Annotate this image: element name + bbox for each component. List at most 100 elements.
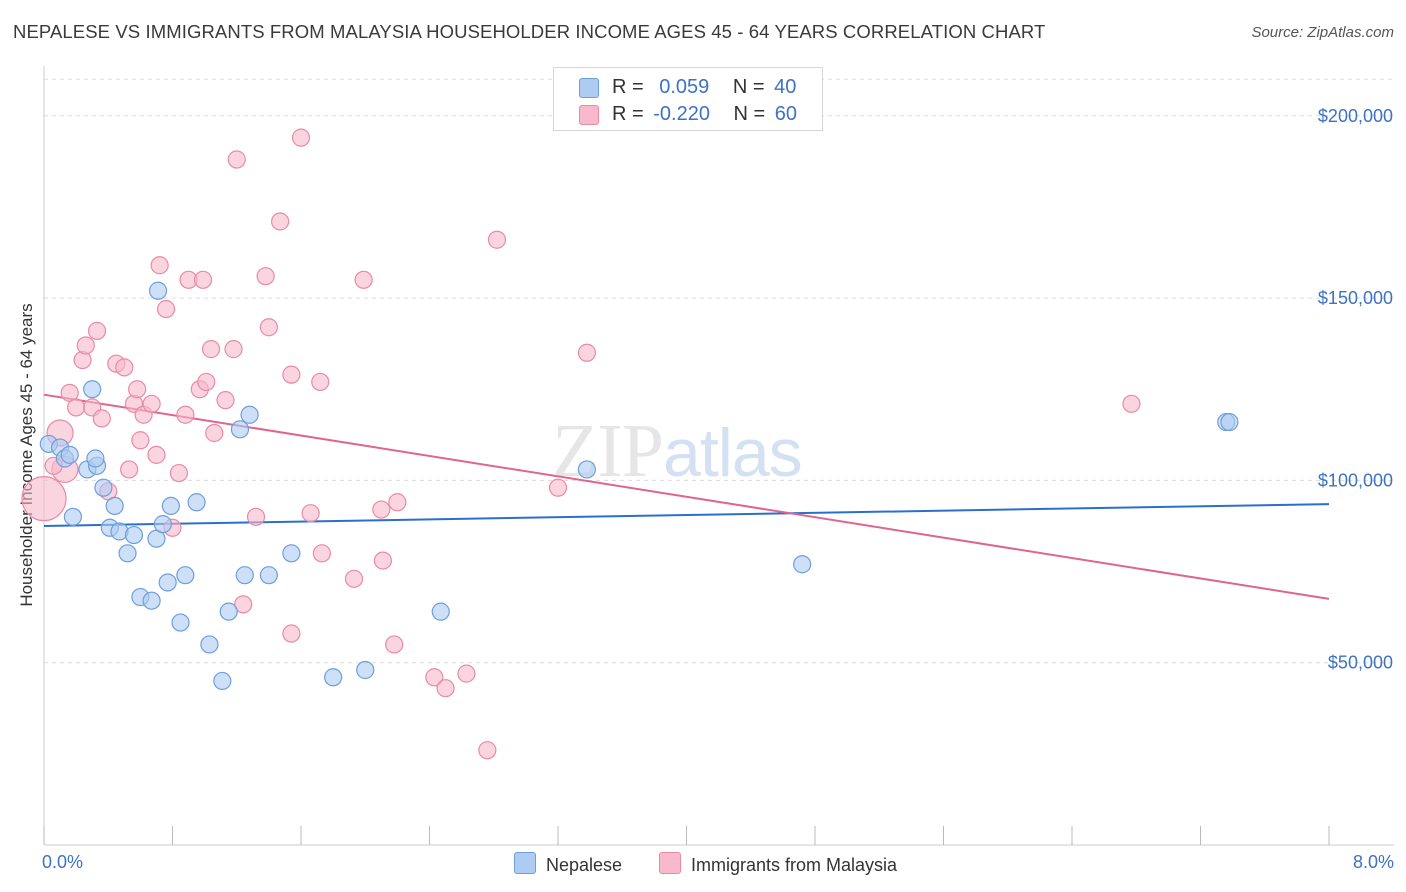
- data-point-nepalese: [213, 671, 232, 691]
- bottom-legend-nepalese: Nepalese: [514, 852, 622, 876]
- data-point-malaysia: [388, 493, 407, 512]
- data-point-malaysia: [21, 476, 67, 522]
- data-point-malaysia: [224, 340, 243, 359]
- data-point-nepalese: [282, 544, 301, 563]
- data-point-nepalese: [235, 566, 254, 585]
- data-point-malaysia: [436, 679, 455, 698]
- data-point-malaysia: [128, 380, 147, 399]
- data-point-nepalese: [153, 515, 172, 534]
- data-point-malaysia: [176, 405, 195, 424]
- legend-n-label: N =: [733, 103, 766, 125]
- data-point-nepalese: [356, 660, 375, 680]
- data-point-malaysia: [156, 299, 176, 319]
- data-point-nepalese: [94, 478, 113, 497]
- data-point-malaysia: [282, 624, 301, 643]
- data-point-nepalese: [63, 507, 83, 526]
- source-credit: Source: ZipAtlas.com: [1251, 24, 1394, 41]
- data-point-nepalese: [148, 281, 168, 300]
- data-point-malaysia: [354, 270, 373, 289]
- data-point-nepalese: [60, 445, 79, 464]
- data-point-malaysia: [120, 460, 139, 479]
- bottom-legend-label-nepalese: Nepalese: [546, 855, 623, 875]
- data-point-malaysia: [193, 270, 213, 289]
- data-point-nepalese: [83, 380, 102, 399]
- bottom-legend-swatch-malaysia: [659, 852, 681, 874]
- data-point-malaysia: [577, 343, 597, 362]
- data-point-malaysia: [142, 394, 161, 413]
- legend-r-value: 0.059: [659, 76, 710, 98]
- data-point-malaysia: [487, 230, 507, 249]
- data-point-malaysia: [372, 500, 391, 519]
- data-point-malaysia: [131, 431, 150, 450]
- data-point-nepalese: [158, 573, 177, 592]
- data-point-malaysia: [282, 365, 301, 384]
- data-point-malaysia: [457, 664, 476, 683]
- data-point-nepalese: [187, 493, 206, 512]
- data-point-malaysia: [478, 741, 497, 760]
- data-point-malaysia: [425, 668, 444, 687]
- data-point-malaysia: [291, 128, 311, 147]
- legend-n-value: 60: [774, 103, 798, 125]
- data-point-malaysia: [344, 569, 364, 588]
- data-point-malaysia: [87, 321, 107, 340]
- data-point-nepalese: [176, 566, 195, 585]
- data-point-malaysia: [67, 398, 86, 417]
- data-point-nepalese: [1220, 412, 1239, 432]
- data-point-nepalese: [219, 602, 238, 621]
- data-point-nepalese: [230, 420, 250, 439]
- watermark-atlas: atlas: [663, 415, 803, 491]
- y-tick-label: $200,000: [1318, 106, 1393, 126]
- malaysia-points: [21, 128, 1141, 760]
- data-point-nepalese: [259, 566, 278, 585]
- x-tick-label-min: 0.0%: [42, 852, 84, 872]
- data-point-malaysia: [311, 372, 330, 392]
- bottom-legend-swatch-nepalese: [514, 852, 536, 874]
- data-point-malaysia: [147, 445, 166, 464]
- data-point-malaysia: [76, 336, 95, 355]
- data-point-malaysia: [205, 423, 224, 443]
- data-point-malaysia: [259, 318, 278, 337]
- data-point-malaysia: [197, 372, 216, 392]
- axes: [43, 66, 1394, 846]
- data-point-malaysia: [301, 504, 320, 523]
- data-point-nepalese: [161, 496, 180, 516]
- data-point-malaysia: [92, 409, 111, 428]
- data-point-nepalese: [105, 496, 124, 516]
- data-point-nepalese: [200, 635, 219, 654]
- data-point-malaysia: [201, 340, 221, 359]
- data-point-malaysia: [271, 212, 290, 231]
- data-point-nepalese: [142, 591, 161, 610]
- y-tick-label: $100,000: [1318, 470, 1393, 490]
- data-point-nepalese: [86, 449, 105, 468]
- data-point-malaysia: [246, 507, 266, 526]
- legend-swatch-malaysia: [579, 105, 599, 125]
- data-point-malaysia: [312, 544, 331, 563]
- x-tick-label-max: 8.0%: [1352, 852, 1394, 872]
- trend-line: [43, 393, 1330, 600]
- data-point-nepalese: [793, 555, 812, 574]
- data-point-malaysia: [385, 635, 404, 654]
- data-point-malaysia: [1122, 394, 1141, 413]
- data-point-nepalese: [171, 613, 190, 632]
- y-tick-labels: $50,000 $100,000 $150,000 $200,000: [1318, 106, 1393, 673]
- data-point-nepalese: [124, 525, 144, 545]
- legend-n-value: 40: [774, 76, 797, 98]
- data-point-malaysia: [234, 595, 253, 614]
- data-point-malaysia: [227, 150, 246, 169]
- legend-r-label: R =: [612, 103, 644, 125]
- legend-n-label: N =: [732, 76, 765, 98]
- data-point-nepalese: [324, 668, 343, 687]
- data-point-malaysia: [548, 478, 568, 497]
- data-point-malaysia: [115, 358, 134, 377]
- data-point-malaysia: [150, 256, 169, 275]
- data-point-malaysia: [169, 463, 189, 483]
- data-point-malaysia: [216, 391, 235, 410]
- trend-line: [43, 503, 1330, 527]
- data-point-nepalese: [118, 544, 137, 563]
- bottom-legend-label-malaysia: Immigrants from Malaysia: [691, 855, 898, 875]
- data-point-nepalese: [577, 460, 597, 479]
- legend-r-label: R =: [612, 76, 644, 98]
- legend-r-value: -0.220: [653, 103, 710, 125]
- y-tick-label: $50,000: [1328, 653, 1393, 673]
